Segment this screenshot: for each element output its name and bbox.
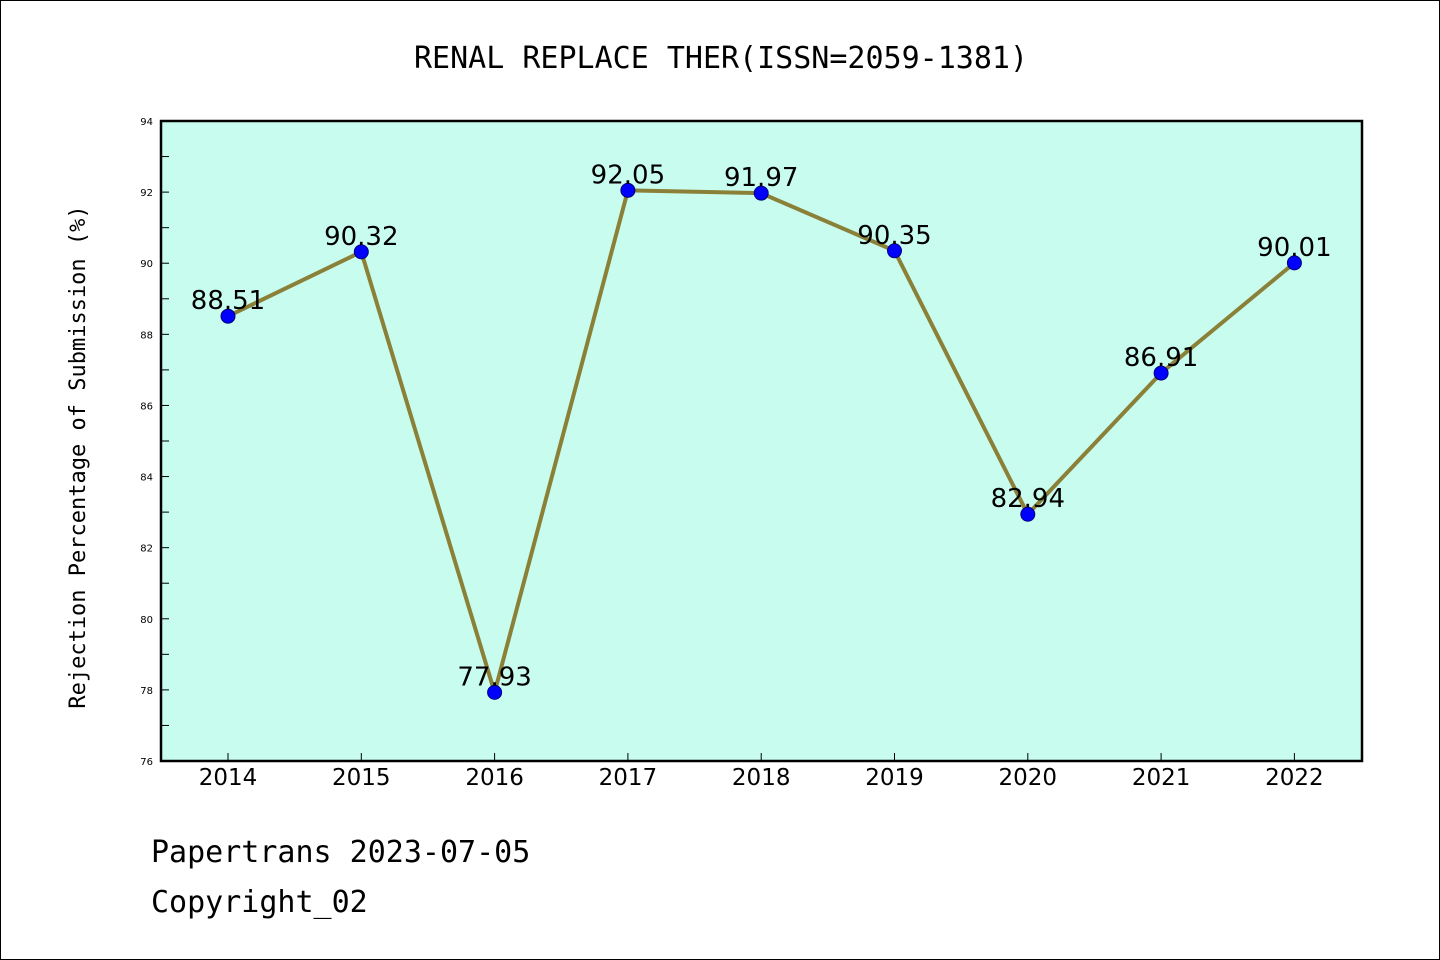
- data-point-label: 77.93: [457, 662, 531, 692]
- x-tick-label: 2019: [865, 765, 924, 791]
- x-tick-label: 2018: [732, 765, 791, 791]
- x-tick-label: 2017: [599, 765, 658, 791]
- data-point-marker: [620, 182, 636, 198]
- data-point-marker: [487, 684, 503, 700]
- y-axis-label: Rejection Percentage of Submission (%): [66, 205, 91, 708]
- x-tick-label: 2020: [999, 765, 1058, 791]
- y-tick-label: 86: [140, 401, 153, 412]
- y-tick-label: 82: [140, 544, 153, 555]
- chart-title: RENAL REPLACE THER(ISSN=2059-1381): [414, 41, 1028, 76]
- y-tick-label: 88: [140, 330, 153, 341]
- x-tick-label: 2016: [465, 765, 524, 791]
- data-point-label: 90.35: [857, 221, 931, 251]
- data-point-marker: [1153, 365, 1169, 381]
- footer-date: Papertrans 2023-07-05: [151, 835, 531, 870]
- x-tick-label: 2015: [332, 765, 391, 791]
- footer-copyright: Copyright_02: [151, 885, 368, 920]
- data-point-marker: [887, 243, 902, 259]
- data-point-label: 90.01: [1257, 233, 1331, 263]
- x-tick-label: 2014: [199, 765, 258, 791]
- data-point-marker: [1286, 255, 1302, 271]
- data-point-label: 86.91: [1124, 343, 1198, 373]
- y-tick-label: 84: [140, 473, 153, 484]
- y-axis: 76 78 80 82 84 86 88 90 92 94: [140, 117, 169, 768]
- data-point-label: 88.51: [191, 286, 265, 316]
- data-point-label: 92.05: [591, 160, 665, 190]
- series-markers: [220, 182, 1302, 700]
- data-point-marker: [353, 244, 369, 260]
- data-point-marker: [220, 308, 236, 324]
- x-tick-label: 2021: [1132, 765, 1191, 791]
- data-point-marker: [1020, 506, 1036, 522]
- data-point-marker: [753, 185, 769, 201]
- y-tick-label: 94: [140, 117, 153, 128]
- data-point-label: 91.97: [724, 163, 798, 193]
- y-tick-label: 78: [140, 686, 153, 697]
- x-axis: 2014 2015 2016 2017 2018 2019 2020 2021 2022: [199, 753, 1324, 791]
- data-point-label: 82.94: [991, 484, 1065, 514]
- y-tick-label: 92: [140, 188, 153, 199]
- y-tick-label: 76: [140, 757, 153, 768]
- x-tick-label: 2022: [1265, 765, 1324, 791]
- data-point-label: 90.32: [324, 222, 398, 252]
- plot-area: [159, 119, 1364, 763]
- y-tick-label: 80: [140, 615, 153, 626]
- y-tick-label: 90: [140, 259, 153, 270]
- data-labels: 88.51 90.32 77.93 92.05 91.97 90.35 82.94 86.91…: [191, 160, 1332, 692]
